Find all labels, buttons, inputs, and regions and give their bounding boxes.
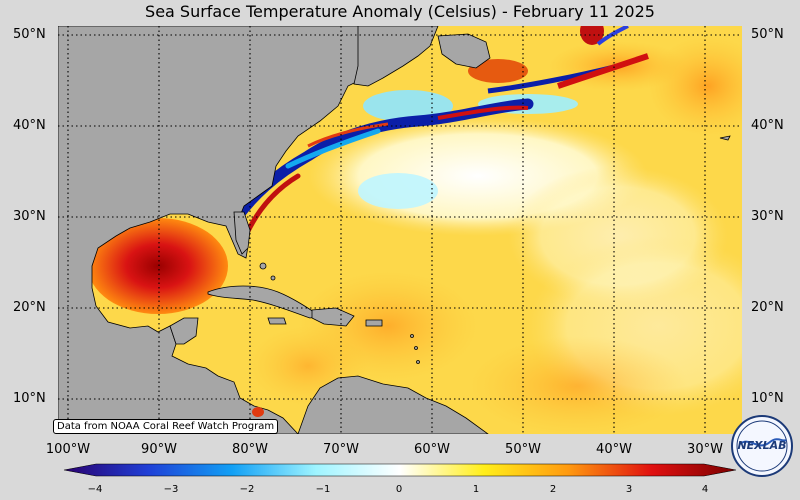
lon-label: 100°W	[45, 442, 91, 457]
lon-label: 90°W	[141, 442, 177, 457]
lat-label-left: 50°N	[13, 27, 46, 42]
land	[58, 26, 731, 434]
lon-label: 40°W	[596, 442, 632, 457]
lon-label: 70°W	[323, 442, 359, 457]
lat-label-right: 10°N	[751, 391, 784, 406]
lat-label-right: 30°N	[751, 209, 784, 224]
colorbar	[60, 462, 740, 477]
newfoundland	[437, 33, 491, 69]
lon-label: 50°W	[505, 442, 541, 457]
lon-label: 60°W	[414, 442, 450, 457]
map-title: Sea Surface Temperature Anomaly (Celsius…	[145, 2, 655, 21]
colorbar-tick: −3	[163, 484, 179, 495]
lat-label-left: 40°N	[13, 118, 46, 133]
north-america	[58, 26, 404, 434]
lat-label-left: 10°N	[13, 391, 46, 406]
colorbar-tick: 0	[395, 484, 403, 495]
logo-text: NEXLAB	[737, 439, 786, 452]
colorbar-tick: −2	[239, 484, 255, 495]
colorbar-gradient	[63, 463, 737, 477]
colorbar-tick: 4	[701, 484, 709, 495]
lat-label-left: 20°N	[13, 300, 46, 315]
lon-label: 80°W	[232, 442, 268, 457]
colorbar-svg	[63, 463, 737, 477]
hispaniola	[311, 307, 355, 327]
colorbar-tick: 3	[625, 484, 633, 495]
lat-label-right: 40°N	[751, 118, 784, 133]
gulf-warm-anomaly	[88, 218, 228, 314]
map-svg	[58, 26, 742, 434]
data-credit: Data from NOAA Coral Reef Watch Program	[53, 419, 279, 434]
colorbar-tick: 1	[472, 484, 480, 495]
lat-label-right: 50°N	[751, 27, 784, 42]
colorbar-tick: −4	[87, 484, 103, 495]
nexlab-logo-icon: NEXLAB	[731, 415, 793, 477]
lon-label: 30°W	[687, 442, 723, 457]
colorbar-tick: −1	[315, 484, 331, 495]
sst-anomaly-map	[58, 26, 742, 434]
lat-label-right: 20°N	[751, 300, 784, 315]
lat-label-left: 30°N	[13, 209, 46, 224]
colorbar-tick: 2	[549, 484, 557, 495]
south-america	[297, 375, 489, 434]
graticule	[58, 26, 742, 434]
